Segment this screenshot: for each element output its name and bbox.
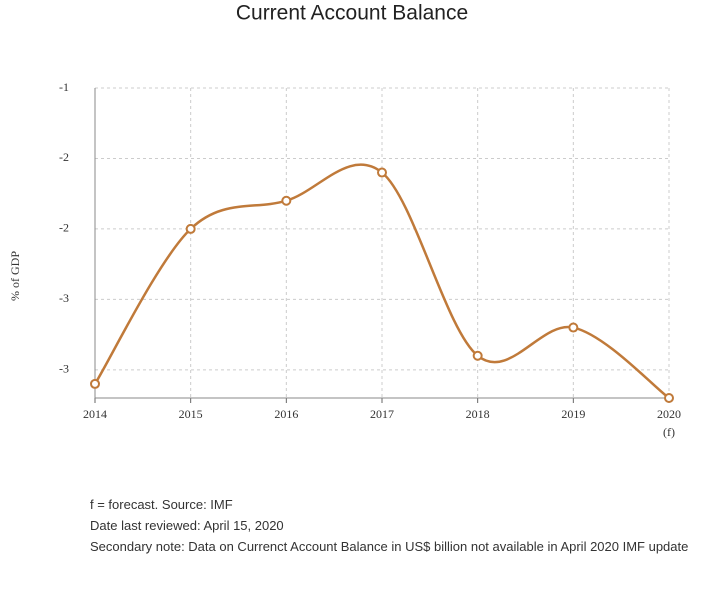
x-tick-label: 2016 — [274, 407, 298, 421]
y-tick-label: -2 — [59, 150, 69, 164]
y-axis-label: % of GDP — [8, 251, 22, 301]
chart: Current Account Balance % of GDP -1 -2 -2 -… — [8, 2, 681, 439]
point — [568, 322, 579, 333]
y-tick-label: -2 — [59, 221, 69, 235]
x-tick-label: 2015 — [179, 407, 203, 421]
point — [90, 378, 100, 389]
x-tick-label: 2020 — [657, 407, 681, 421]
x-tick-label: 2019 — [561, 407, 585, 421]
y-tick-label: -3 — [59, 362, 69, 376]
x-tick-label: 2017 — [370, 407, 394, 421]
point — [377, 167, 387, 178]
note: Secondary note: Data on Currenct Account… — [90, 539, 689, 554]
notes: f = forecast. Source: IMF Date last revie… — [90, 494, 704, 557]
point — [185, 223, 196, 234]
point — [281, 195, 292, 206]
x-tick-label: 2014 — [83, 407, 107, 421]
note: Date last reviewed: April 15, 2020 — [90, 518, 284, 533]
x-tick-label: 2018 — [466, 407, 490, 421]
point — [472, 350, 483, 361]
y-tick-label: -3 — [59, 291, 69, 305]
y-tick-label: -1 — [59, 80, 69, 94]
x-note: (f) — [663, 425, 675, 439]
chart-title: Current Account Balance — [236, 2, 468, 25]
point — [664, 393, 674, 403]
note: f = forecast. Source: IMF — [90, 497, 233, 512]
